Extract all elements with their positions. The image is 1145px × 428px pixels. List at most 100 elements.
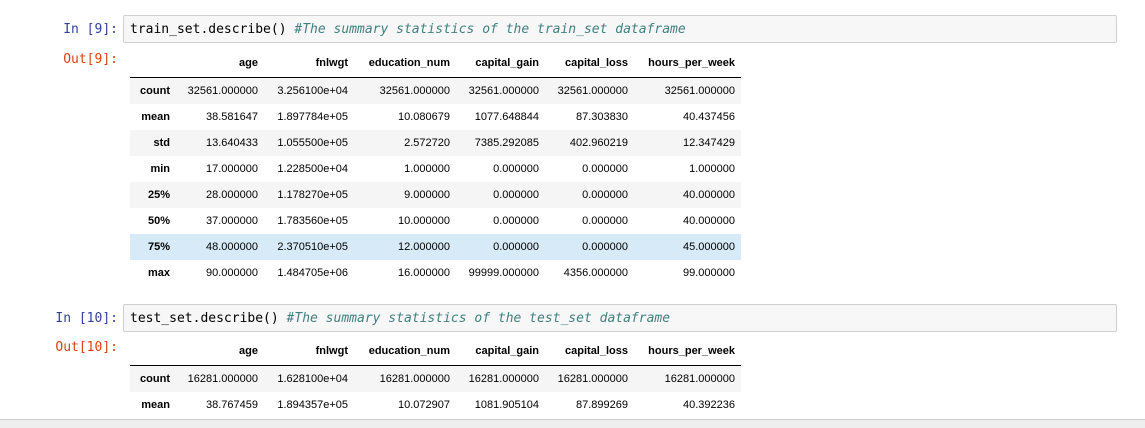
output-prompt: Out[9]: [63,52,118,67]
table-cell: 12.000000 [398,241,450,253]
table-cell: 32561.000000 [557,85,628,97]
table-cell: 1.628100e+04 [277,373,348,385]
output-prompt: Out[10]: [55,340,118,355]
column-header: capital_gain [450,51,539,78]
table-cell: 16281.000000 [379,373,450,385]
code-input-cell[interactable]: test_set.describe() #The summary statist… [123,304,1117,332]
table-row: 50% 37.000000 1.783560e+05 10.000000 0.0… [130,208,741,234]
column-header: hours_per_week [628,51,741,78]
table-cell: 4356.000000 [563,267,628,279]
table-row-highlighted: 75% 48.000000 2.370510e+05 12.000000 0.0… [130,234,741,260]
column-header: education_num [348,51,450,78]
table-cell: 17.000000 [206,163,258,175]
table-cell: 0.000000 [493,241,539,253]
row-label: min [150,163,170,175]
table-cell: 0.000000 [493,215,539,227]
table-cell: 38.581647 [206,111,258,123]
input-prompt: In [10]: [55,311,118,326]
row-label: 50% [147,215,170,227]
column-header: capital_loss [539,339,628,366]
row-label: count [140,373,170,385]
column-header: fnlwgt [258,51,348,78]
table-row: count 16281.000000 1.628100e+04 16281.00… [130,365,741,392]
table-cell: 45.000000 [683,241,735,253]
row-label: max [147,267,170,279]
table-cell: 1.000000 [689,163,735,175]
table-cell: 32561.000000 [379,85,450,97]
row-label: mean [141,111,170,123]
row-label: 25% [147,189,170,201]
column-header: age [174,339,258,366]
table-cell: 1.055500e+05 [277,137,348,149]
table-cell: 16281.000000 [557,373,628,385]
column-header [130,339,174,366]
row-label: std [153,137,171,149]
table-cell: 402.960219 [569,137,628,149]
table-header-row: age fnlwgt education_num capital_gain ca… [130,339,741,366]
table-cell: 40.437456 [683,111,735,123]
column-header [130,51,174,78]
code-text: train_set.describe() [130,22,295,37]
table-cell: 1081.905104 [474,399,539,411]
table-cell: 99.000000 [683,267,735,279]
table-row: count 32561.000000 3.256100e+04 32561.00… [130,77,741,104]
table-cell: 0.000000 [493,163,539,175]
row-label: 75% [147,241,170,253]
table-cell: 40.392236 [683,399,735,411]
row-label: mean [141,399,170,411]
table-cell: 1.484705e+06 [277,267,348,279]
table-cell: 37.000000 [206,215,258,227]
table-header-row: age fnlwgt education_num capital_gain ca… [130,51,741,78]
table-cell: 2.572720 [404,137,450,149]
column-header: education_num [348,339,450,366]
column-header: hours_per_week [628,339,741,366]
table-cell: 1.000000 [404,163,450,175]
code-comment: #The summary statistics of the train_set… [294,22,686,37]
dataframe-table: age fnlwgt education_num capital_gain ca… [130,51,741,286]
table-cell: 16281.000000 [187,373,258,385]
column-header: capital_gain [450,339,539,366]
code-comment: #The summary statistics of the test_set … [286,311,671,326]
table-cell: 87.899269 [576,399,628,411]
table-cell: 0.000000 [582,241,628,253]
table-cell: 12.347429 [683,137,735,149]
table-cell: 0.000000 [582,215,628,227]
table-row: mean 38.581647 1.897784e+05 10.080679 10… [130,104,741,130]
code-text: test_set.describe() [130,311,287,326]
page-bottom-border [0,419,1145,420]
table-cell: 40.000000 [683,215,735,227]
table-row: 25% 28.000000 1.178270e+05 9.000000 0.00… [130,182,741,208]
table-cell: 1077.648844 [474,111,539,123]
table-cell: 16.000000 [398,267,450,279]
table-cell: 32561.000000 [187,85,258,97]
table-cell: 1.897784e+05 [277,111,348,123]
column-header: fnlwgt [258,339,348,366]
code-input-cell[interactable]: train_set.describe() #The summary statis… [123,15,1117,43]
input-prompt: In [9]: [63,22,118,37]
table-cell: 10.072907 [398,399,450,411]
table-cell: 0.000000 [582,189,628,201]
table-cell: 7385.292085 [474,137,539,149]
table-cell: 87.303830 [576,111,628,123]
table-row: min 17.000000 1.228500e+04 1.000000 0.00… [130,156,741,182]
table-cell: 32561.000000 [468,85,539,97]
table-cell: 10.080679 [398,111,450,123]
table-cell: 16281.000000 [664,373,735,385]
table-cell: 3.256100e+04 [277,85,348,97]
table-cell: 40.000000 [683,189,735,201]
table-cell: 1.228500e+04 [277,163,348,175]
table-cell: 1.783560e+05 [277,215,348,227]
column-header: capital_loss [539,51,628,78]
table-cell: 90.000000 [206,267,258,279]
dataframe-table: age fnlwgt education_num capital_gain ca… [130,339,741,418]
table-row: max 90.000000 1.484705e+06 16.000000 999… [130,260,741,286]
table-cell: 10.000000 [398,215,450,227]
table-cell: 38.767459 [206,399,258,411]
table-cell: 9.000000 [404,189,450,201]
page-background [0,420,1145,428]
table-cell: 48.000000 [206,241,258,253]
table-cell: 32561.000000 [664,85,735,97]
table-cell: 0.000000 [582,163,628,175]
table-row: mean 38.767459 1.894357e+05 10.072907 10… [130,392,741,418]
